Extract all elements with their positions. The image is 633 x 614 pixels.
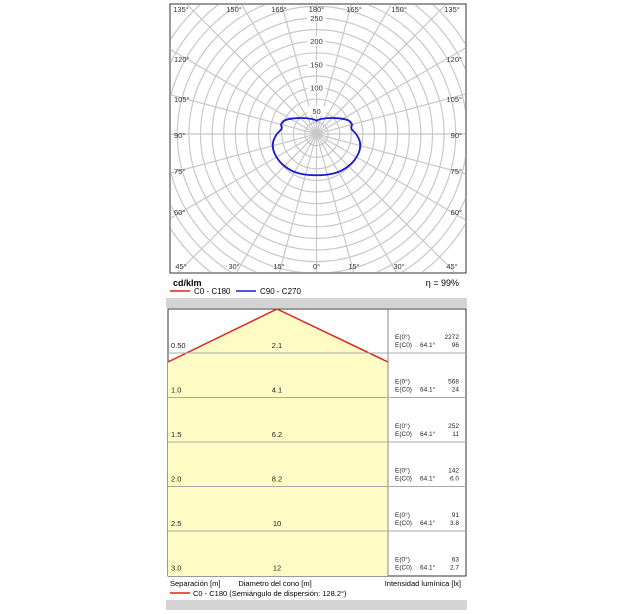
cone-separation-label: 3.0 bbox=[171, 564, 181, 573]
cone-e0-value: 568 bbox=[448, 379, 459, 386]
separator-band-bottom bbox=[166, 600, 467, 610]
angle-tick-bottom: 0° bbox=[313, 262, 320, 271]
angle-tick-bottom: 45° bbox=[175, 262, 186, 271]
radial-tick-bg bbox=[307, 59, 326, 69]
angle-tick-right: 105° bbox=[446, 95, 462, 104]
cone-separation-label: 0.50 bbox=[171, 341, 186, 350]
cone-angle-value: 64.1° bbox=[420, 341, 436, 349]
angle-tick-bottom: 45° bbox=[446, 262, 457, 271]
angle-tick-bottom: 30° bbox=[393, 262, 404, 271]
cone-angle-value: 64.1° bbox=[420, 386, 436, 394]
angle-tick-top: 150° bbox=[226, 5, 242, 14]
radial-tick-label: 250 bbox=[310, 14, 323, 23]
cone-e0-label: E(0°) bbox=[395, 378, 410, 386]
legend-label-c90: C90 - C270 bbox=[260, 287, 301, 296]
unit-label: cd/klm bbox=[173, 278, 202, 288]
cone-diameter-label: 4.1 bbox=[272, 386, 282, 395]
legend-label-c0: C0 - C180 bbox=[194, 287, 231, 296]
radial-tick-bg bbox=[307, 36, 326, 46]
cone-rows: 0.50 2.1 E(0°) 2272 E(C0) 64.1° 96 1.0 4.1 E(0°) 5… bbox=[168, 333, 466, 573]
polar-grid bbox=[171, 5, 465, 272]
radial-tick-label: 150 bbox=[310, 60, 323, 69]
angle-tick-top: 165° bbox=[271, 5, 287, 14]
cone-diameter-label: 10 bbox=[273, 519, 281, 528]
angle-tick-top: 135° bbox=[444, 5, 460, 14]
cone-separation-label: 1.5 bbox=[171, 430, 181, 439]
cone-separation-label: 1.0 bbox=[171, 386, 181, 395]
cone-e0-value: 63 bbox=[452, 557, 460, 564]
angle-tick-left: 90° bbox=[174, 131, 185, 140]
cone-ec0-value: 6.0 bbox=[450, 476, 459, 483]
cone-ec0-label: E(C0) bbox=[395, 476, 412, 483]
cone-diagram: 0.50 2.1 E(0°) 2272 E(C0) 64.1° 96 1.0 4.1 E(0°) 5… bbox=[167, 308, 467, 577]
cone-ec0-value: 24 bbox=[452, 387, 460, 394]
radial-tick-label: 50 bbox=[312, 107, 320, 116]
cone-ec0-label: E(C0) bbox=[395, 342, 412, 349]
polar-curves bbox=[271, 117, 362, 177]
angle-tick-top: 135° bbox=[173, 5, 189, 14]
angle-tick-right: 90° bbox=[451, 131, 462, 140]
cone-e0-label: E(0°) bbox=[395, 467, 410, 475]
cone-e0-value: 91 bbox=[452, 512, 460, 519]
cone-ec0-value: 2.7 bbox=[450, 565, 459, 572]
cone-ec0-label: E(C0) bbox=[395, 387, 412, 394]
footer-separation: Separación [m] bbox=[170, 579, 220, 588]
cone-ec0-value: 3.8 bbox=[450, 520, 459, 527]
cone-ec0-value: 96 bbox=[452, 342, 460, 349]
cone-ec0-label: E(C0) bbox=[395, 565, 412, 572]
radial-tick-bg bbox=[307, 106, 326, 116]
angle-tick-left: 105° bbox=[174, 95, 190, 104]
cone-diameter-label: 12 bbox=[273, 564, 281, 573]
cone-angle-value: 64.1° bbox=[420, 519, 436, 527]
cone-ec0-value: 11 bbox=[452, 431, 459, 438]
footer-intensity: Intensidad lumínica [lx] bbox=[385, 579, 461, 588]
cone-e0-label: E(0°) bbox=[395, 556, 410, 564]
angle-tick-right: 120° bbox=[446, 55, 462, 64]
angle-tick-right: 60° bbox=[451, 208, 462, 217]
cone-e0-label: E(0°) bbox=[395, 422, 410, 430]
cone-e0-value: 142 bbox=[448, 468, 459, 475]
cone-diameter-label: 8.2 bbox=[272, 475, 282, 484]
radial-tick-label: 200 bbox=[310, 37, 323, 46]
radial-tick-bg bbox=[307, 13, 326, 23]
polar-grid-spoke bbox=[278, 5, 352, 272]
angle-tick-left: 60° bbox=[174, 208, 185, 217]
angle-tick-top: 165° bbox=[346, 5, 362, 14]
angle-tick-bottom: 30° bbox=[228, 262, 239, 271]
cone-e0-label: E(0°) bbox=[395, 511, 410, 519]
angle-tick-top: 180° bbox=[309, 5, 325, 14]
angle-tick-top: 150° bbox=[391, 5, 407, 14]
separator-band-top bbox=[166, 298, 467, 308]
cone-separation-label: 2.0 bbox=[171, 475, 181, 484]
angle-tick-left: 120° bbox=[174, 55, 190, 64]
efficiency-label: η = 99% bbox=[426, 278, 459, 288]
cone-ec0-label: E(C0) bbox=[395, 520, 412, 527]
angle-tick-bottom: 15° bbox=[348, 262, 359, 271]
radial-tick-label: 100 bbox=[310, 84, 323, 93]
radial-tick-bg bbox=[307, 83, 326, 93]
angle-tick-bottom: 15° bbox=[273, 262, 284, 271]
angle-tick-right: 75° bbox=[451, 167, 462, 176]
cone-diameter-label: 6.2 bbox=[272, 430, 282, 439]
cone-e0-value: 252 bbox=[448, 423, 459, 430]
cone-separation-label: 2.5 bbox=[171, 519, 181, 528]
cone-angle-value: 64.1° bbox=[420, 564, 436, 572]
angle-tick-left: 75° bbox=[174, 167, 185, 176]
cone-angle-value: 64.1° bbox=[420, 475, 436, 483]
cone-angle-value: 64.1° bbox=[420, 430, 436, 438]
cone-e0-value: 2272 bbox=[445, 334, 460, 341]
cone-diameter-label: 2.1 bbox=[272, 341, 282, 350]
series-c90-c270-line bbox=[271, 117, 362, 177]
polar-radial-ticks: 50 100 150 200 250 bbox=[307, 13, 326, 116]
cone-e0-label: E(0°) bbox=[395, 333, 410, 341]
polar-angle-ticks: 135° 150° 165° 180° 165° 150° 135° 120° 105° 90° 7… bbox=[173, 5, 462, 271]
cone-legend-label: C0 - C180 (Semiángulo de dispersión: 128… bbox=[193, 589, 347, 598]
cone-ec0-label: E(C0) bbox=[395, 431, 412, 438]
footer-diameter: Diametro del cono [m] bbox=[238, 579, 311, 588]
